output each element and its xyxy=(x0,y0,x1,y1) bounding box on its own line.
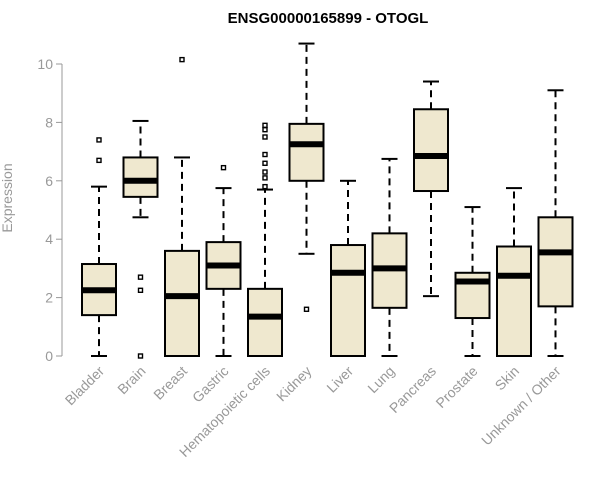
y-tick-label: 0 xyxy=(45,348,53,364)
box-body xyxy=(496,245,532,357)
x-tick-label: Kidney xyxy=(273,363,315,405)
x-tick-label: Brain xyxy=(114,363,148,397)
box-bladder xyxy=(81,137,117,357)
y-tick-label: 6 xyxy=(45,173,53,189)
outlier-point xyxy=(220,164,227,171)
outlier-point xyxy=(262,126,268,133)
box-body xyxy=(413,108,449,193)
box-body xyxy=(330,244,366,357)
outlier-point xyxy=(262,122,268,129)
outlier-point xyxy=(137,353,144,359)
box-body xyxy=(122,156,159,198)
y-axis-label: Expression xyxy=(0,163,15,232)
box-liver xyxy=(330,179,366,357)
outlier-point xyxy=(96,157,102,164)
box-unknown-other xyxy=(537,89,574,357)
outlier-point xyxy=(96,137,102,143)
outlier-point xyxy=(262,151,268,158)
x-tick-label: Prostate xyxy=(432,363,480,411)
box-body xyxy=(247,287,283,357)
box-prostate xyxy=(454,206,491,357)
x-tick-label: Liver xyxy=(323,363,356,396)
outlier-point xyxy=(303,306,310,312)
box-series xyxy=(81,42,574,359)
box-breast xyxy=(164,56,200,358)
box-hematopoietic-cells xyxy=(247,122,283,357)
chart-title: ENSG00000165899 - OTOGL xyxy=(228,10,429,27)
box-kidney xyxy=(288,42,325,312)
box-body xyxy=(288,122,325,182)
outlier-point xyxy=(262,134,268,140)
box-lung xyxy=(371,157,408,357)
outlier-point xyxy=(262,169,268,175)
y-tick-label: 10 xyxy=(37,56,53,72)
outlier-point xyxy=(137,287,144,293)
y-axis: 0 2 4 6 8 10 xyxy=(37,56,63,364)
box-body xyxy=(164,249,200,358)
outlier-point xyxy=(137,274,144,280)
box-body xyxy=(537,216,574,308)
y-tick-label: 4 xyxy=(45,231,53,247)
box-pancreas xyxy=(413,80,449,298)
y-tick-label: 8 xyxy=(45,114,53,130)
x-tick-label: Breast xyxy=(150,363,190,403)
x-tick-label: Skin xyxy=(492,363,523,394)
outlier-point xyxy=(262,175,268,181)
x-tick-label: Unknown / Other xyxy=(478,363,564,449)
x-tick-label: Lung xyxy=(364,363,397,396)
x-tick-label: Bladder xyxy=(62,363,108,409)
box-gastric xyxy=(205,164,242,357)
outlier-point xyxy=(262,183,268,190)
outlier-point xyxy=(262,160,268,166)
y-tick-label: 2 xyxy=(45,290,53,306)
box-skin xyxy=(496,187,532,357)
outlier-point xyxy=(179,56,185,63)
box-brain xyxy=(122,119,159,359)
